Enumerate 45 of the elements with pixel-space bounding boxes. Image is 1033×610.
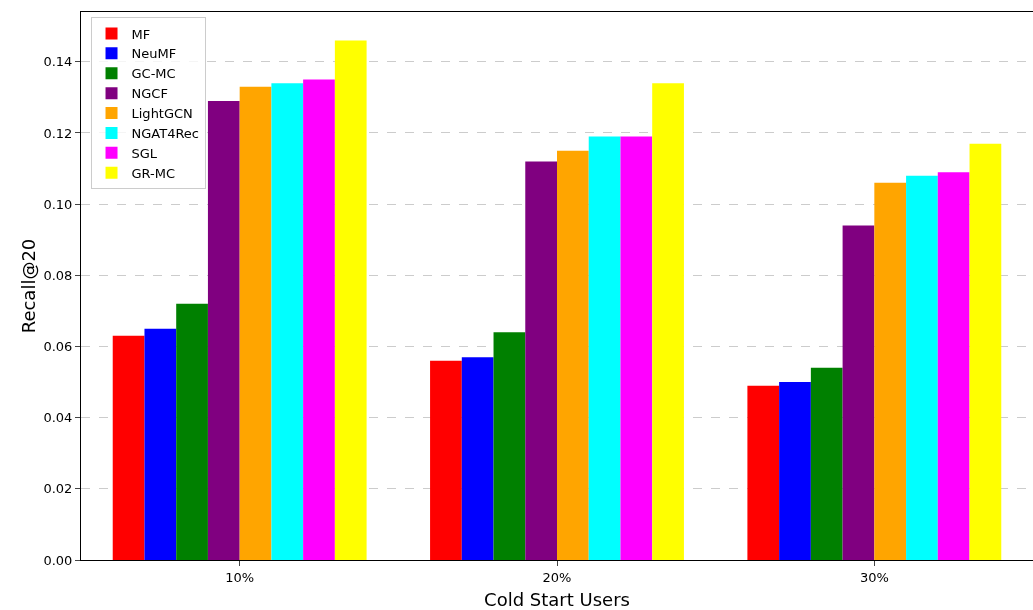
- legend-label: LightGCN: [131, 106, 193, 122]
- y-tick-label: 0.02: [43, 481, 73, 497]
- legend-label: NGAT4Rec: [131, 126, 200, 141]
- legend-label: SGL: [131, 145, 158, 161]
- x-tick-label: 30%: [859, 569, 889, 585]
- x-tick-label: 20%: [542, 569, 572, 585]
- bar: [176, 303, 208, 560]
- bar: [430, 360, 462, 560]
- bar: [525, 161, 557, 560]
- legend-label: NeuMF: [131, 46, 177, 62]
- y-axis-title: Recall@20: [18, 238, 39, 334]
- bar: [207, 100, 240, 560]
- bar: [842, 225, 875, 560]
- bar: [334, 40, 367, 560]
- y-tick-label: 0.12: [43, 125, 73, 141]
- bar: [906, 175, 938, 560]
- bar: [779, 382, 811, 560]
- bar: [239, 86, 272, 560]
- legend-label: GR-MC: [131, 165, 176, 181]
- bar: [652, 83, 684, 560]
- y-tick-label: 0.06: [43, 339, 73, 355]
- bar: [747, 385, 780, 560]
- legend-label: NGCF: [131, 86, 168, 102]
- bar: [461, 357, 494, 560]
- legend-label: MF: [131, 26, 151, 42]
- bar: [810, 367, 843, 560]
- bar: [493, 332, 526, 560]
- y-tick-label: 0.08: [43, 267, 73, 283]
- x-axis-title: Cold Start Users: [484, 589, 630, 610]
- bar: [112, 335, 145, 560]
- x-tick-label: 10%: [225, 569, 255, 585]
- bar: [620, 136, 653, 560]
- bar: [303, 79, 335, 560]
- bar: [557, 150, 589, 560]
- legend-label: GC-MC: [131, 66, 176, 82]
- bar: [937, 172, 970, 560]
- bar: [144, 328, 177, 560]
- bar: [588, 136, 621, 560]
- y-tick-label: 0.10: [43, 196, 73, 212]
- bar: [271, 83, 304, 560]
- y-tick-label: 0.00: [43, 552, 73, 568]
- y-tick-label: 0.04: [43, 410, 73, 426]
- y-tick-label: 0.14: [43, 54, 73, 70]
- bar: [969, 143, 1002, 560]
- bar: [874, 182, 907, 560]
